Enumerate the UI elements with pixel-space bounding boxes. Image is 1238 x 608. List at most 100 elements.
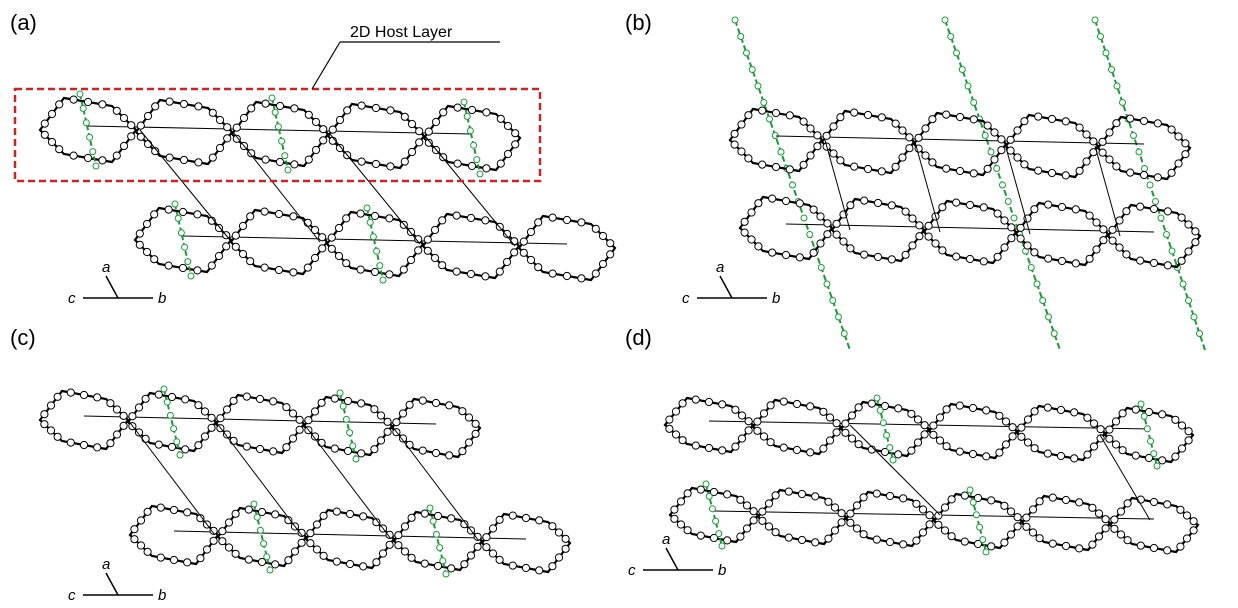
atom [1132,452,1139,459]
atom [563,272,570,279]
atom [1192,228,1199,235]
atom [151,256,158,263]
atom [223,243,230,250]
ring [392,399,480,457]
atom [1124,537,1131,544]
atom [144,508,151,515]
atom [432,449,439,456]
guest-atom [185,259,191,265]
atom [459,408,466,415]
atom [522,564,529,571]
atom [988,543,995,550]
atom [1084,414,1091,421]
guest-atom [272,109,278,115]
atom [262,156,269,163]
panel-label: (c) [10,325,36,350]
atom [504,122,511,129]
atom [1140,171,1147,178]
atom [243,393,250,400]
atom [335,252,342,259]
ring [328,104,424,168]
atom [1044,404,1051,411]
atom [1071,455,1078,462]
atom [504,150,511,157]
atom [1150,498,1157,505]
atom [825,535,832,542]
atom [943,443,950,450]
atom [1109,226,1116,233]
atom [84,98,91,105]
atom [165,206,172,213]
guest-atom [761,100,767,106]
atom [386,271,393,278]
atom [1178,214,1185,221]
atom [860,494,867,501]
atom [1164,547,1171,554]
atom [216,144,223,151]
atom [395,542,402,549]
atom [899,127,906,134]
atom [724,537,731,544]
atom [1116,244,1123,251]
guest-atom [477,171,483,177]
atom [925,233,932,240]
atom [434,562,441,569]
guest-atom [1153,199,1159,205]
atom [737,533,744,540]
atom [509,562,516,569]
atom [343,260,350,267]
atom [1112,418,1119,425]
atom [304,264,311,271]
atom [980,258,987,265]
atom [137,517,144,524]
atom [1175,133,1182,140]
ring [832,199,924,261]
guest-atom [267,567,273,573]
atom [239,250,246,257]
atom [767,402,774,409]
atom [1119,410,1126,417]
atom [913,537,920,544]
atom [384,418,391,425]
atom [113,152,120,159]
atom [1076,499,1083,506]
atom [998,147,1005,154]
atom [851,109,858,116]
atom [195,402,202,409]
atom [371,446,378,453]
atom [599,232,606,239]
atom [970,116,977,123]
atom [48,110,55,117]
atom [120,422,127,429]
atom [731,141,738,148]
atom [311,408,318,415]
atom [724,491,731,498]
atom [113,431,120,438]
atom [922,152,929,159]
panel-label: (b) [625,10,652,35]
ring [231,210,327,274]
atom [291,105,298,112]
atom [578,275,585,282]
atom [855,404,862,411]
ring [136,100,232,164]
guest-atom [1011,215,1017,221]
atom [853,525,860,532]
atom [754,418,761,425]
atom [312,146,319,153]
atom [215,224,222,231]
atom [424,236,431,243]
atom [408,554,415,561]
atom [230,397,237,404]
atom [425,128,432,135]
guest-atom [954,50,960,56]
guest-atom [1120,100,1126,106]
atom [878,168,885,175]
atom [408,120,415,127]
atom [440,109,447,116]
guest-atom [171,426,177,432]
atom [926,521,933,528]
atom [1057,406,1064,413]
atom [737,496,744,503]
atom [245,506,252,513]
